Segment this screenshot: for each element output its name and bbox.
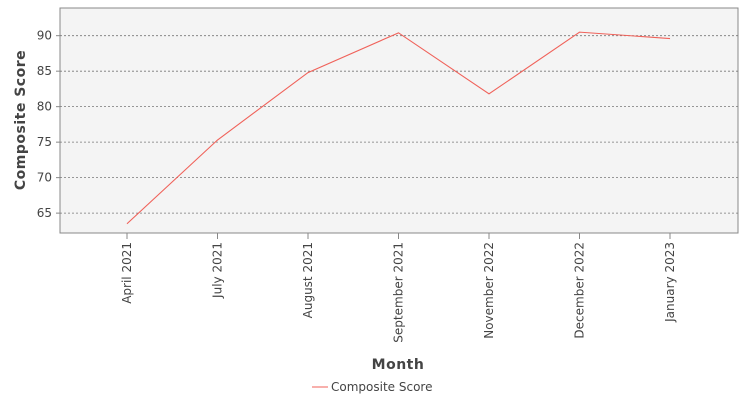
y-tick-label: 90 bbox=[37, 29, 52, 43]
y-tick-label: 80 bbox=[37, 100, 52, 114]
x-tick-label: August 2021 bbox=[301, 242, 315, 318]
x-tick-label: November 2022 bbox=[482, 242, 496, 339]
data-point bbox=[307, 71, 310, 74]
series-line-composite-score bbox=[126, 31, 671, 225]
x-tick-label: April 2021 bbox=[120, 242, 134, 304]
data-point bbox=[669, 37, 672, 40]
plot-area bbox=[59, 7, 739, 234]
x-tick-label: July 2021 bbox=[211, 242, 225, 299]
y-axis-title: Composite Score bbox=[13, 50, 29, 190]
legend-label: Composite Score bbox=[331, 380, 432, 394]
x-tick-label: September 2021 bbox=[392, 242, 406, 343]
x-axis-title: Month bbox=[372, 357, 425, 373]
series-layer bbox=[126, 31, 672, 225]
legend: Composite Score bbox=[312, 380, 432, 394]
y-tick-label: 70 bbox=[37, 171, 52, 185]
data-point bbox=[126, 222, 129, 225]
x-axis: April 2021 July 2021 August 2021 September … bbox=[120, 233, 677, 343]
y-axis: 65 70 75 80 85 90 bbox=[37, 29, 60, 220]
y-tick-label: 65 bbox=[37, 206, 52, 220]
data-point bbox=[397, 31, 400, 34]
data-point bbox=[578, 31, 581, 34]
x-tick-label: December 2022 bbox=[573, 242, 587, 339]
data-point bbox=[216, 139, 219, 142]
y-tick-label: 75 bbox=[37, 135, 52, 149]
y-tick-label: 85 bbox=[37, 64, 52, 78]
data-point bbox=[488, 92, 491, 95]
x-tick-label: January 2023 bbox=[663, 242, 677, 323]
